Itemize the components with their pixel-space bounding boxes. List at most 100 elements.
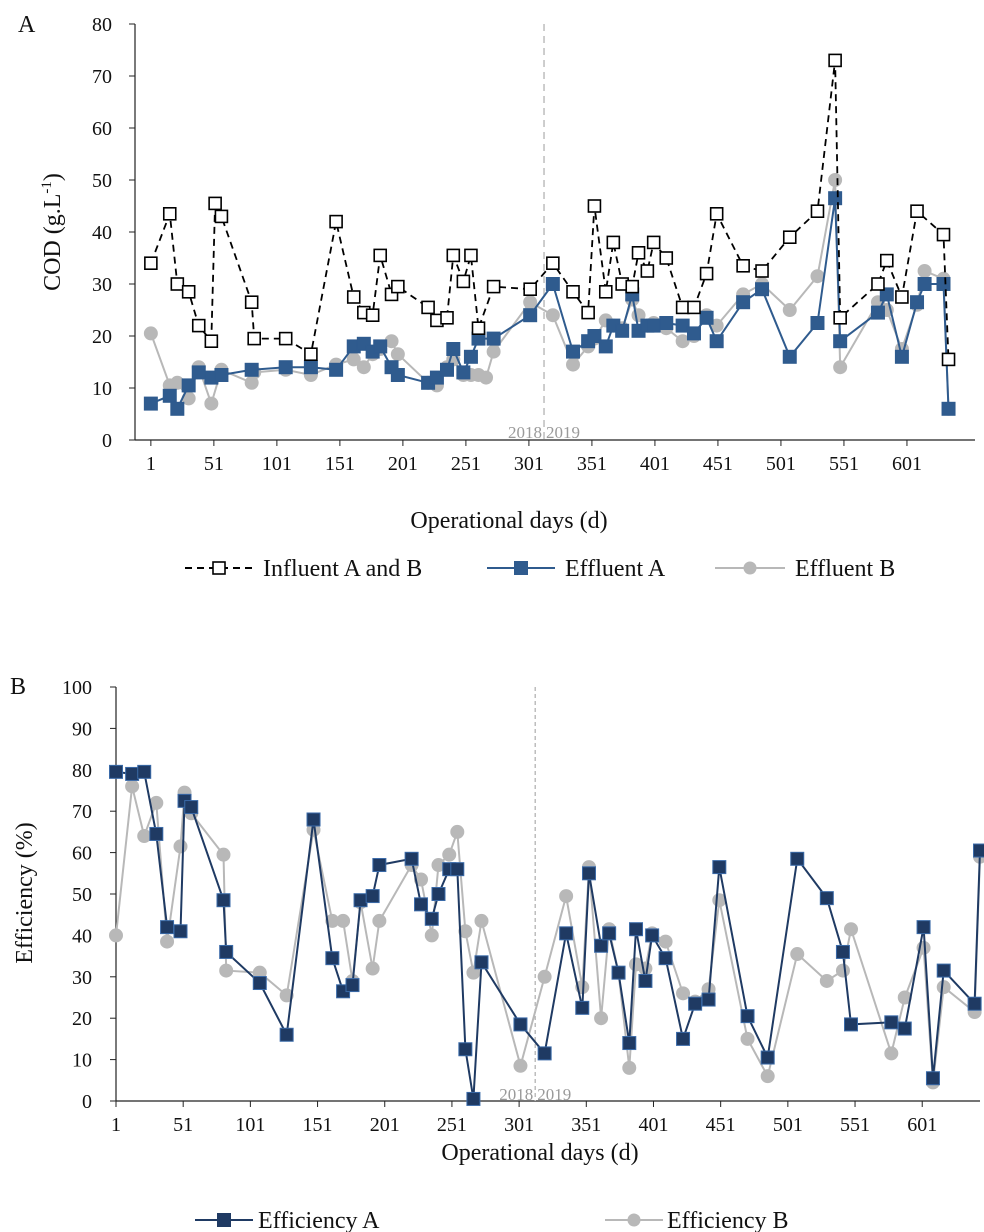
data-point: [545, 308, 560, 323]
data-point: [688, 996, 703, 1011]
data-point: [204, 396, 219, 411]
data-point: [675, 318, 690, 333]
data-point: [464, 248, 478, 263]
data-point: [566, 344, 581, 359]
data-point: [615, 323, 630, 338]
data-point: [204, 334, 219, 349]
data-point: [336, 913, 351, 928]
series-efficiency-a: [109, 764, 984, 1106]
data-point: [936, 227, 951, 242]
data-point: [545, 277, 560, 291]
data-point: [390, 368, 405, 382]
data-point: [216, 893, 231, 908]
legend-marker: [627, 1213, 641, 1227]
data-point: [941, 401, 956, 416]
data-point: [675, 300, 690, 315]
data-point: [884, 1015, 899, 1030]
data-point: [214, 209, 229, 224]
data-point: [917, 277, 932, 291]
data-point: [566, 357, 581, 372]
data-point: [458, 1042, 473, 1057]
data-point: [712, 860, 727, 875]
data-point: [629, 922, 644, 937]
x-tick-label: 201: [388, 453, 418, 475]
data-point: [479, 370, 494, 385]
data-point: [566, 284, 580, 299]
data-point: [474, 955, 489, 970]
chart-panel-a: A COD (g.L-1) Operational days (d) Influ…: [18, 12, 975, 582]
data-point: [598, 284, 613, 299]
data-point: [125, 779, 140, 794]
data-point: [810, 204, 825, 218]
data-point: [699, 310, 714, 325]
data-point: [631, 246, 646, 260]
legend-item: Effluent B: [715, 556, 895, 582]
data-point: [208, 196, 222, 211]
data-point: [421, 300, 435, 315]
year-label-right: 2019: [546, 423, 580, 442]
data-point: [844, 1017, 859, 1032]
data-point: [546, 256, 560, 271]
data-point: [446, 342, 461, 356]
data-point: [897, 1021, 912, 1036]
data-point: [109, 928, 123, 943]
x-tick-label: 101: [262, 453, 292, 475]
series-line: [149, 179, 950, 409]
legend-label: Effluent B: [795, 556, 895, 582]
series-line: [150, 198, 950, 411]
data-point: [686, 326, 701, 341]
data-point: [278, 331, 293, 346]
data-point: [870, 305, 885, 320]
y-tick-label: 50: [72, 884, 92, 906]
data-point: [513, 1058, 528, 1073]
data-point: [424, 911, 439, 926]
data-point: [466, 1091, 481, 1106]
y-tick-label: 0: [82, 1091, 92, 1113]
data-point: [463, 349, 478, 364]
y-tick-label: 80: [92, 14, 112, 36]
data-point: [137, 829, 152, 844]
data-point: [303, 360, 318, 375]
data-point: [474, 913, 489, 928]
data-point: [372, 858, 387, 873]
y-tick-label: 70: [92, 66, 112, 88]
data-point: [844, 922, 859, 937]
data-point: [353, 893, 368, 908]
panel-label-a: A: [18, 12, 36, 38]
x-tick-label: 351: [571, 1114, 601, 1136]
data-point: [790, 851, 805, 866]
data-point: [109, 764, 123, 779]
data-point: [486, 279, 501, 294]
x-tick-label: 201: [370, 1114, 400, 1136]
series-line: [150, 60, 950, 360]
data-point: [782, 349, 797, 364]
data-point: [828, 53, 842, 68]
data-point: [916, 920, 931, 935]
x-tick-label: 601: [892, 453, 922, 475]
data-point: [191, 365, 206, 380]
series-line: [115, 770, 981, 1100]
data-point: [936, 963, 951, 978]
data-point: [917, 264, 932, 278]
data-point: [895, 290, 909, 304]
series-effluent-a: [143, 191, 956, 416]
y-tick-label: 80: [72, 760, 92, 782]
data-point: [810, 316, 825, 330]
data-point: [356, 360, 371, 375]
y-tick-label: 60: [92, 118, 112, 140]
y-tick-label: 40: [92, 222, 112, 244]
data-point: [162, 388, 177, 403]
data-point: [372, 913, 387, 928]
data-point: [709, 207, 724, 221]
x-tick-label: 401: [638, 1114, 668, 1136]
legend-label: Effluent A: [565, 556, 666, 582]
data-point: [941, 352, 956, 367]
year-label-left: 2018: [499, 1085, 533, 1104]
x-tick-label: 451: [706, 1114, 736, 1136]
y-tick-label: 30: [72, 967, 92, 989]
year-label-left: 2018: [508, 423, 542, 442]
data-point: [404, 851, 419, 866]
data-point: [640, 264, 655, 278]
x-tick-label: 51: [173, 1114, 193, 1136]
